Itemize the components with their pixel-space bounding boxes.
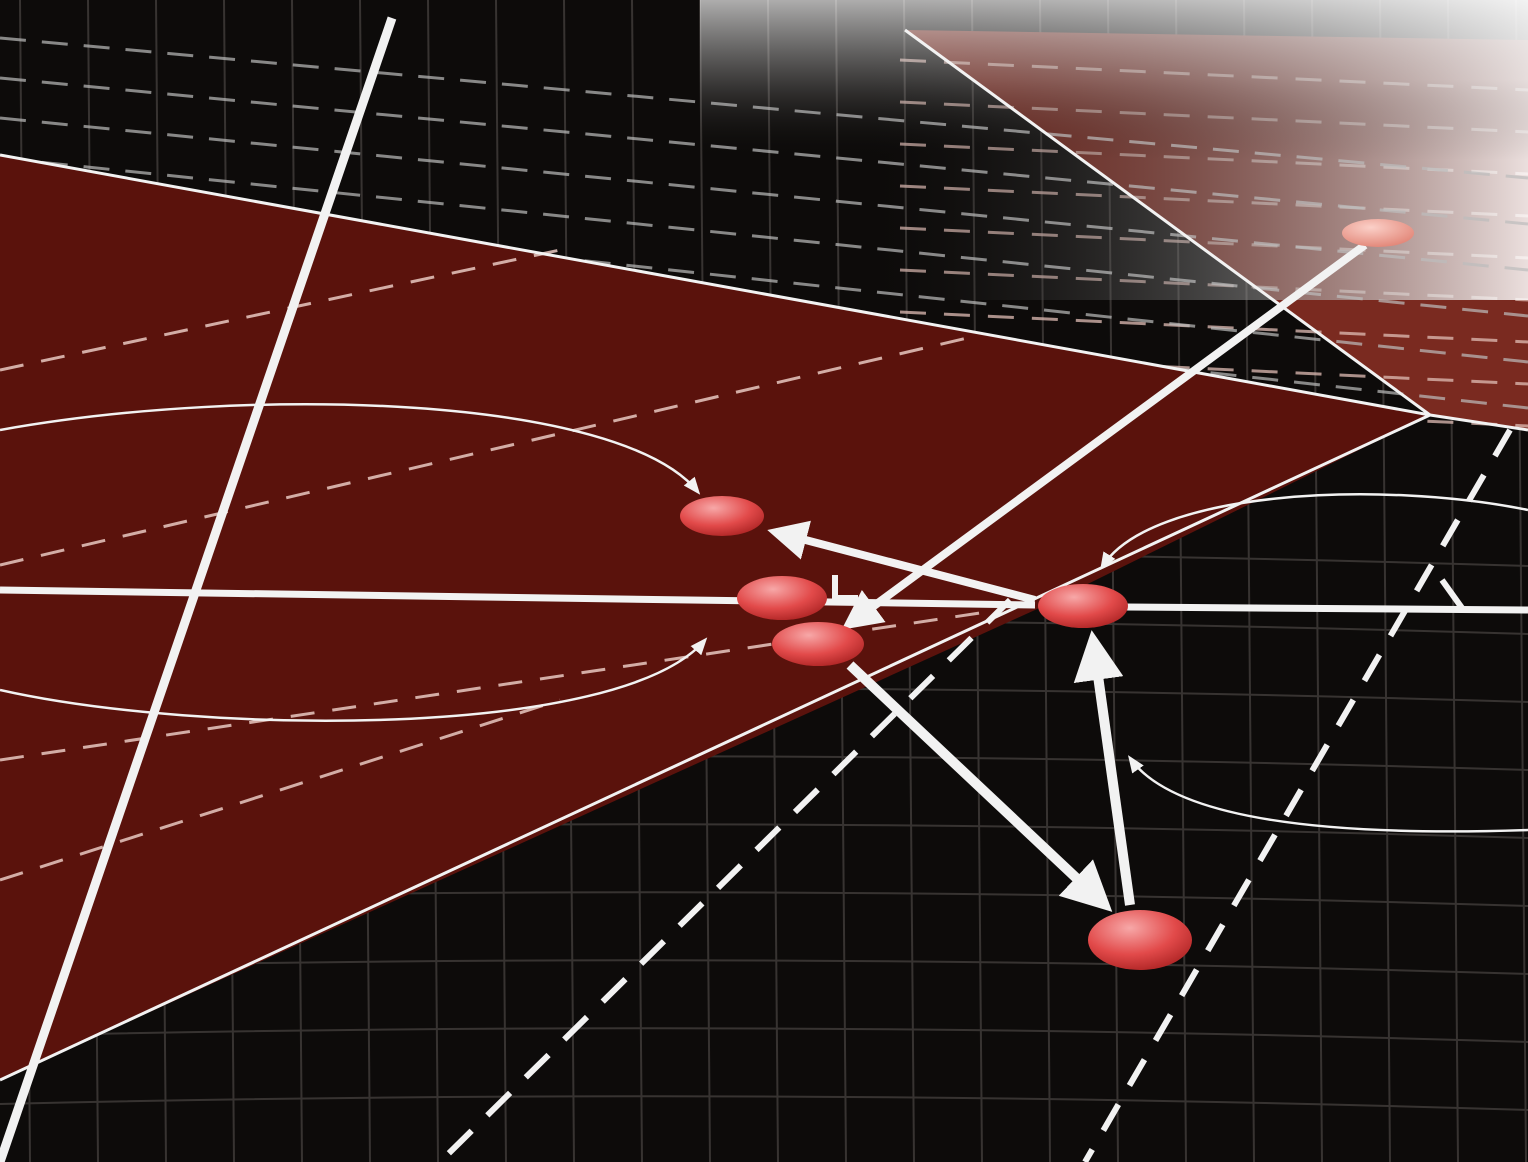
connection-right-to-upper-left xyxy=(767,520,1037,604)
node-far xyxy=(1342,219,1414,247)
connections xyxy=(767,241,1368,912)
dark-dash-line xyxy=(0,116,1528,272)
axis-dashed-left xyxy=(437,597,1013,1162)
node-bottom xyxy=(1088,910,1192,970)
axis-horizontal-right xyxy=(1124,603,1528,614)
dark-dash-line xyxy=(0,156,1528,318)
connection-far-to-center xyxy=(841,241,1368,630)
node-center-a xyxy=(737,576,827,620)
node-center-b xyxy=(772,622,864,666)
axis-tick-right xyxy=(1439,578,1465,610)
dark-dash-line xyxy=(0,76,1528,226)
node-upper-left xyxy=(680,496,764,536)
main-plane-dash-line xyxy=(0,248,561,372)
orbit-arcs xyxy=(0,403,1528,833)
dark-dash-line xyxy=(0,36,1528,180)
main-plane xyxy=(0,155,1430,1080)
top-glow-vertical xyxy=(700,0,1528,160)
node-right xyxy=(1038,584,1128,628)
grid-line-horizontal xyxy=(0,1027,1528,1043)
grid-line-horizontal xyxy=(0,1095,1528,1111)
main-plane-dash-line xyxy=(0,698,561,882)
axis-dashed-right xyxy=(1082,428,1513,1162)
connection-bottom-to-right xyxy=(1073,630,1135,906)
nodes xyxy=(680,219,1414,970)
connection-center-to-bottom xyxy=(846,661,1113,912)
